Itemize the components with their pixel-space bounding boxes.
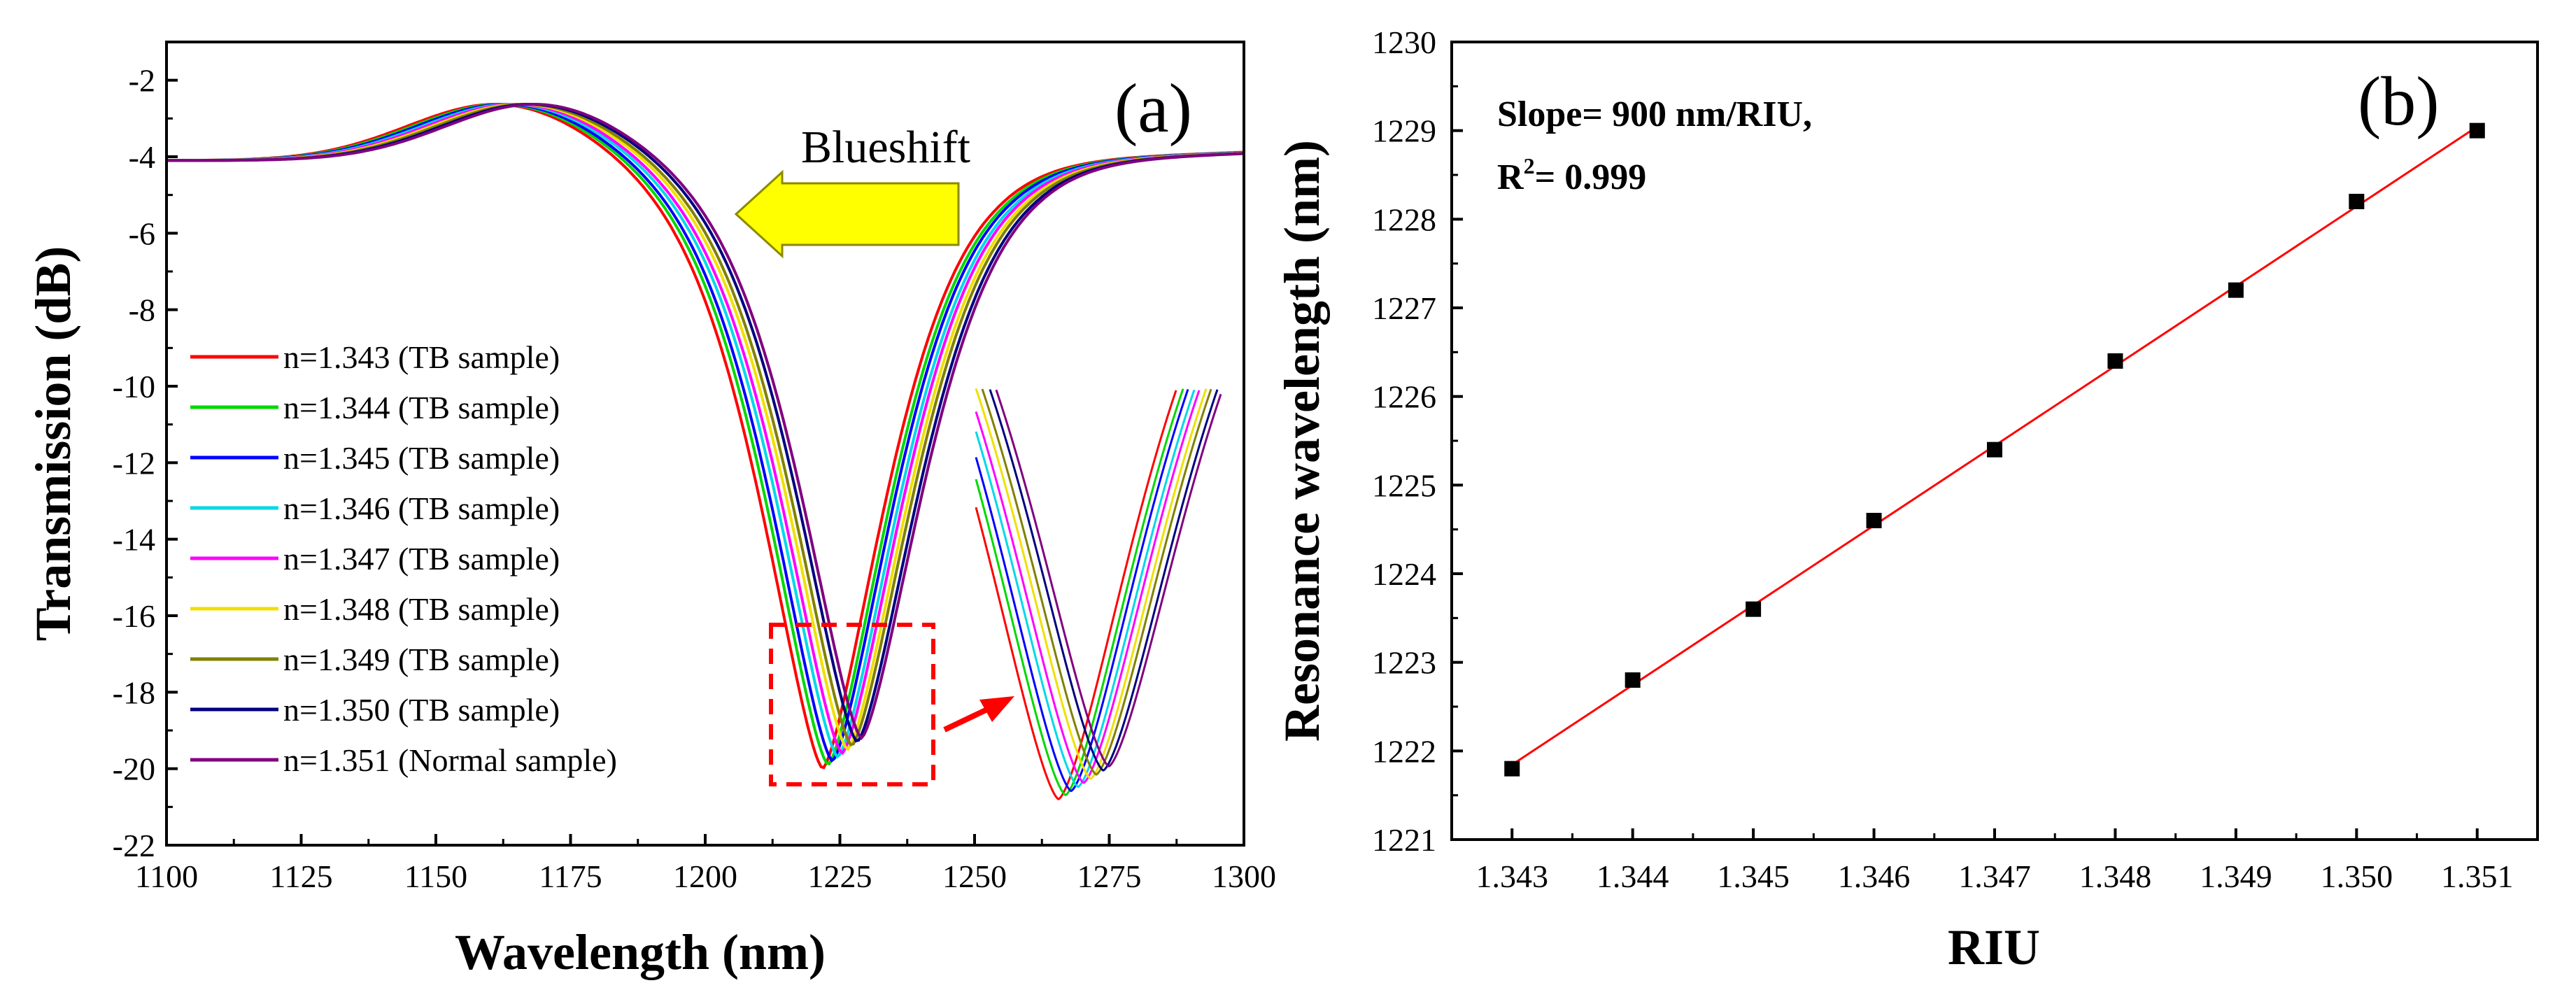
a-inset-series-line-3 bbox=[975, 389, 1189, 793]
a-legend-label-6: n=1.348 (TB sample) bbox=[283, 591, 560, 627]
b-y-axis-title: Resonance wavelength (nm) bbox=[1274, 140, 1330, 742]
a-legend-label-2: n=1.344 (TB sample) bbox=[283, 390, 560, 425]
b-x-ticks: 1.343 1.344 1.345 1.346 1.347 1.348 1.349 1.350… bbox=[1450, 828, 2539, 894]
panel-a: 1100 1125 1150 1175 1200 1225 1250 1275 1300 -2-… bbox=[25, 41, 1276, 980]
blueshift-label: Blueshift bbox=[801, 122, 970, 173]
a-inset-series-line-5 bbox=[975, 390, 1201, 784]
a-inset-series-line-6 bbox=[975, 388, 1208, 780]
a-y-tick-label: -10 bbox=[113, 369, 155, 404]
a-inset-series-line-9 bbox=[995, 389, 1222, 768]
a-y-axis-title: Transmission (dB) bbox=[25, 246, 81, 642]
a-x-tick-label: 1100 bbox=[135, 858, 198, 894]
b-data-point-8 bbox=[2349, 194, 2365, 209]
a-x-tick-label: 1125 bbox=[269, 858, 332, 894]
b-y-tick-label: 1225 bbox=[1372, 467, 1436, 503]
a-x-tick-label: 1175 bbox=[539, 858, 602, 894]
b-y-tick-label: 1230 bbox=[1372, 24, 1436, 60]
a-series-line-9 bbox=[167, 103, 1244, 741]
a-y-tick-label: -6 bbox=[129, 215, 155, 251]
b-x-tick-label: 1.346 bbox=[1838, 858, 1911, 894]
b-data-points bbox=[1504, 122, 2485, 777]
a-y-tick-label: -18 bbox=[113, 674, 155, 710]
a-legend-label-1: n=1.343 (TB sample) bbox=[283, 339, 560, 375]
a-zoom-box bbox=[769, 623, 935, 786]
a-y-tick-label: -16 bbox=[113, 598, 155, 634]
b-y-tick-label: 1226 bbox=[1372, 379, 1436, 415]
a-curve-group bbox=[167, 102, 1244, 770]
a-legend-label-4: n=1.346 (TB sample) bbox=[283, 490, 560, 526]
a-legend-label-3: n=1.345 (TB sample) bbox=[283, 440, 560, 476]
b-x-axis-title: RIU bbox=[1948, 919, 2040, 975]
a-x-tick-label: 1300 bbox=[1212, 858, 1276, 894]
a-inset-series-line-8 bbox=[989, 389, 1219, 772]
b-x-tick-label: 1.343 bbox=[1475, 858, 1548, 894]
a-y-ticks: -2 -4 -6 -8 -10 -12 -14 -16 -18 -20 -22 bbox=[113, 41, 178, 863]
b-data-point-1 bbox=[1504, 761, 1520, 777]
a-inset-series-line-2 bbox=[975, 388, 1184, 796]
a-x-tick-label: 1150 bbox=[404, 858, 467, 894]
b-x-tick-label: 1.345 bbox=[1717, 858, 1790, 894]
a-legend-label-7: n=1.349 (TB sample) bbox=[283, 642, 560, 677]
a-legend-label-9: n=1.351 (Normal sample) bbox=[283, 742, 617, 778]
b-data-point-3 bbox=[1746, 601, 1762, 617]
a-x-ticks: 1100 1125 1150 1175 1200 1225 1250 1275 1300 bbox=[135, 834, 1276, 894]
b-y-tick-label: 1222 bbox=[1372, 733, 1436, 769]
blueshift-arrow bbox=[734, 169, 960, 259]
b-x-tick-label: 1.348 bbox=[2079, 858, 2152, 894]
a-legend-label-8: n=1.350 (TB sample) bbox=[283, 692, 560, 728]
a-x-tick-label: 1225 bbox=[808, 858, 872, 894]
b-slope-text: Slope= 900 nm/RIU, bbox=[1497, 94, 1812, 134]
a-x-tick-label: 1275 bbox=[1077, 858, 1142, 894]
a-x-axis-title: Wavelength (nm) bbox=[455, 924, 826, 980]
b-y-tick-label: 1227 bbox=[1372, 290, 1436, 326]
a-y-tick-label: -2 bbox=[129, 63, 155, 99]
a-zoom-arrow-shaft bbox=[943, 706, 990, 733]
b-x-tick-label: 1.347 bbox=[1958, 858, 2031, 894]
b-y-tick-label: 1228 bbox=[1372, 201, 1436, 237]
b-x-tick-label: 1.349 bbox=[2200, 858, 2272, 894]
b-y-tick-label: 1223 bbox=[1372, 645, 1436, 681]
b-data-point-5 bbox=[1987, 441, 2002, 458]
b-r2-text: R2= 0.999 bbox=[1497, 153, 1646, 197]
a-inset-zoom bbox=[975, 388, 1222, 800]
b-y-ticks: 1221 1222 1223 1224 1225 1226 1227 1228 1229 1230 bbox=[1372, 24, 1463, 858]
a-y-tick-label: -14 bbox=[113, 522, 155, 558]
a-y-tick-label: -4 bbox=[129, 139, 155, 175]
a-inset-series-line-7 bbox=[981, 388, 1212, 776]
a-zoom-arrow-head bbox=[979, 696, 1014, 722]
a-x-tick-label: 1200 bbox=[673, 858, 737, 894]
a-inset-series-line-4 bbox=[975, 389, 1196, 789]
a-y-tick-label: -22 bbox=[113, 828, 155, 863]
a-legend: n=1.343 (TB sample) n=1.344 (TB sample) n=… bbox=[190, 339, 617, 778]
b-data-point-9 bbox=[2469, 122, 2485, 139]
a-y-tick-label: -12 bbox=[113, 445, 155, 481]
a-legend-label-5: n=1.347 (TB sample) bbox=[283, 541, 560, 577]
a-y-tick-label: -20 bbox=[113, 751, 155, 787]
panel-b-label: (b) bbox=[2358, 62, 2440, 140]
b-data-point-2 bbox=[1625, 672, 1641, 688]
b-data-point-6 bbox=[2107, 353, 2123, 369]
a-inset-curve-group bbox=[975, 388, 1222, 800]
a-y-tick-label: -8 bbox=[129, 292, 155, 328]
b-data-point-4 bbox=[1866, 513, 1882, 528]
b-data-point-7 bbox=[2228, 282, 2244, 298]
b-x-tick-label: 1.351 bbox=[2441, 858, 2514, 894]
b-y-tick-label: 1229 bbox=[1372, 113, 1436, 149]
a-inset-series-line-1 bbox=[975, 390, 1177, 800]
b-y-tick-label: 1221 bbox=[1372, 822, 1436, 858]
a-x-tick-label: 1250 bbox=[942, 858, 1007, 894]
b-x-tick-label: 1.344 bbox=[1597, 858, 1669, 894]
panel-b: 1.343 1.344 1.345 1.346 1.347 1.348 1.349 1.350… bbox=[1274, 24, 2539, 975]
b-x-tick-label: 1.350 bbox=[2321, 858, 2393, 894]
b-y-tick-label: 1224 bbox=[1372, 556, 1436, 592]
panel-a-label: (a) bbox=[1114, 69, 1192, 147]
